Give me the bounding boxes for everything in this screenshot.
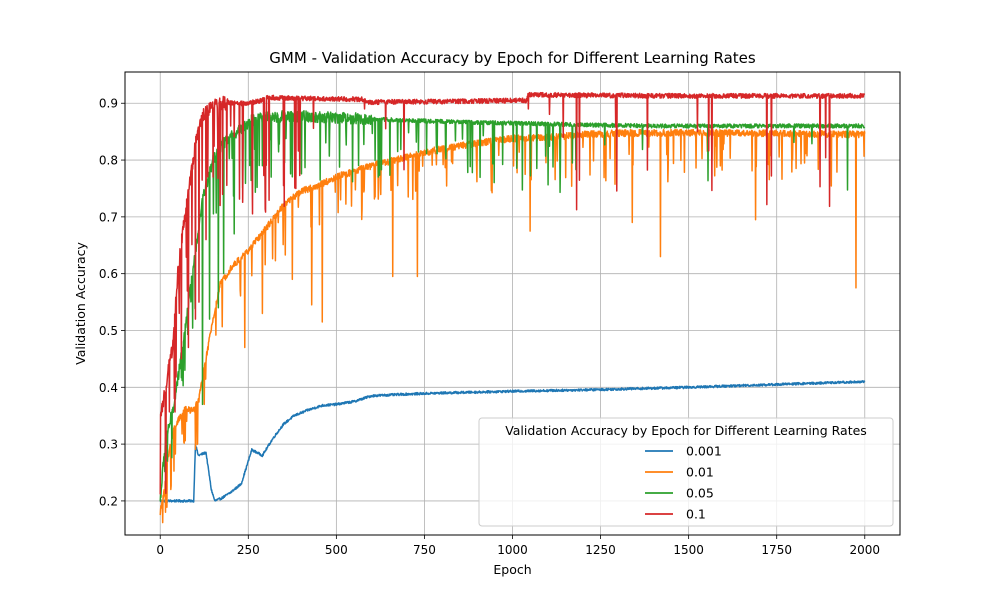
legend-label-0.05: 0.05 (686, 486, 714, 501)
legend-label-0.1: 0.1 (686, 507, 706, 522)
y-tick-label: 0.5 (99, 324, 118, 338)
x-axis: 0 250 500 750 1000 1250 1500 1750 2000 (156, 535, 880, 557)
x-axis-label: Epoch (493, 562, 531, 577)
x-tick-label: 1000 (497, 543, 528, 557)
x-tick-label: 1250 (585, 543, 616, 557)
legend-label-0.001: 0.001 (686, 444, 722, 459)
x-tick-label: 500 (325, 543, 348, 557)
y-tick-label: 0.9 (99, 97, 118, 111)
x-tick-label: 0 (156, 543, 164, 557)
series-line-0.001 (159, 380, 866, 503)
chart-title: GMM - Validation Accuracy by Epoch for D… (269, 49, 756, 67)
y-tick-label: 0.4 (99, 381, 118, 395)
legend: Validation Accuracy by Epoch for Differe… (478, 417, 894, 527)
y-axis-label: Validation Accuracy (73, 242, 88, 365)
x-tick-label: 2000 (849, 543, 880, 557)
x-tick-label: 250 (237, 543, 260, 557)
y-tick-label: 0.3 (99, 438, 118, 452)
y-tick-label: 0.2 (99, 494, 118, 508)
y-axis: 0.2 0.3 0.4 0.5 0.6 0.7 0.8 0.9 (99, 97, 125, 508)
plot-area (159, 91, 866, 524)
y-tick-label: 0.6 (99, 267, 118, 281)
y-tick-label: 0.8 (99, 154, 118, 168)
series-line-0.05 (159, 110, 866, 502)
legend-title: Validation Accuracy by Epoch for Differe… (505, 423, 867, 438)
x-tick-label: 750 (413, 543, 436, 557)
y-tick-label: 0.7 (99, 210, 118, 224)
series-line-0.1 (159, 91, 866, 495)
legend-box (478, 417, 894, 527)
legend-label-0.01: 0.01 (686, 465, 714, 480)
x-tick-label: 1500 (673, 543, 704, 557)
x-tick-label: 1750 (761, 543, 792, 557)
